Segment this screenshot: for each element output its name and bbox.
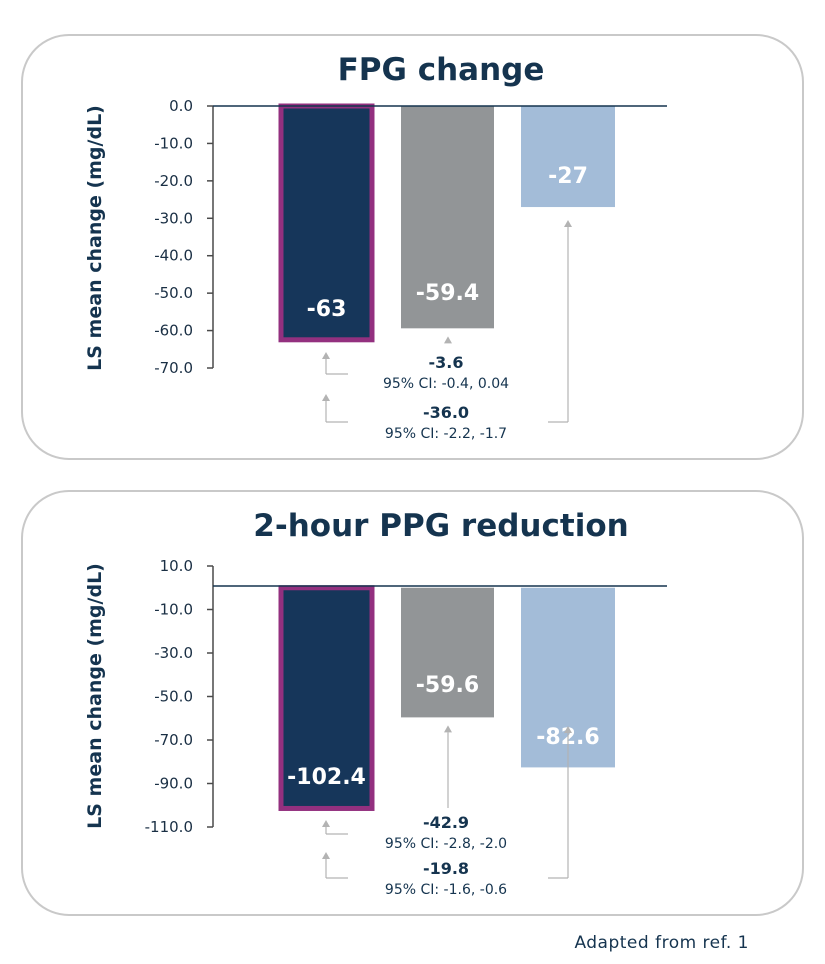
ppg-comparison-1-difference: -42.9 <box>423 813 469 832</box>
fpg-bar-treatment-a <box>278 103 375 343</box>
fpg-comparison-1-difference: -3.6 <box>429 353 464 372</box>
ppg-y-axis-label: LS mean change (mg/dL) <box>84 563 106 829</box>
ppg-comparison-1-ci: 95% CI: -2.8, -2.0 <box>385 836 507 852</box>
ppg-comparison-2-left-arrow <box>322 852 330 859</box>
ppg-y-tick-label: -90.0 <box>154 775 193 793</box>
fpg-bar-treatment-a-label: -63 <box>307 297 347 322</box>
fpg-y-axis-label: LS mean change (mg/dL) <box>84 105 106 371</box>
ppg-comparison-2-right-arrow <box>564 726 572 733</box>
fpg-y-tick-label: -60.0 <box>154 322 193 340</box>
ppg-comparison-2-ci: 95% CI: -1.6, -0.6 <box>385 882 507 898</box>
fpg-y-tick-label: 0.0 <box>169 97 193 115</box>
fpg-comparison-1-left-arrow <box>322 352 330 359</box>
ppg-chart-panel <box>21 490 804 916</box>
fpg-chart-title: FPG change <box>338 52 545 88</box>
fpg-comparison-2-difference: -36.0 <box>423 403 469 422</box>
fpg-bar-treatment-c <box>521 106 615 208</box>
ppg-comparison-1-left-arrow <box>322 820 330 827</box>
fpg-comparison-2-left-arrow <box>322 394 330 401</box>
fpg-comparison-2-right-arrow <box>564 220 572 227</box>
ppg-y-tick-label: -30.0 <box>154 644 193 662</box>
ppg-y-tick-label: -70.0 <box>154 731 193 749</box>
fpg-y-tick-label: -70.0 <box>154 359 193 377</box>
footnote: Adapted from ref. 1 <box>574 933 749 953</box>
fpg-y-tick-label: -10.0 <box>154 134 193 152</box>
fpg-bar-treatment-c-label: -27 <box>548 164 588 189</box>
ppg-y-tick-label: 10.0 <box>160 557 193 575</box>
fpg-comparison-2-ci: 95% CI: -2.2, -1.7 <box>385 426 507 442</box>
ppg-comparison-2-difference: -19.8 <box>423 859 469 878</box>
fpg-comparison-1-right-arrow <box>444 336 452 344</box>
fpg-y-tick-label: -20.0 <box>154 172 193 190</box>
ppg-y-tick-label: -50.0 <box>154 688 193 706</box>
ppg-bar-treatment-b-label: -59.6 <box>416 673 479 698</box>
ppg-y-tick-label: -10.0 <box>154 601 193 619</box>
ppg-y-tick-label: -110.0 <box>145 818 193 836</box>
fpg-bar-treatment-b-label: -59.4 <box>416 281 479 306</box>
ppg-bar-treatment-a-label: -102.4 <box>287 765 366 790</box>
fpg-comparison-1-ci: 95% CI: -0.4, 0.04 <box>383 376 509 392</box>
fpg-chart-panel <box>21 34 804 460</box>
fpg-y-tick-label: -40.0 <box>154 247 193 265</box>
ppg-chart-title: 2-hour PPG reduction <box>253 508 628 544</box>
ppg-bar-treatment-b <box>401 587 494 718</box>
ppg-comparison-1-right-arrow <box>444 725 452 733</box>
fpg-y-tick-label: -30.0 <box>154 209 193 227</box>
fpg-y-tick-label: -50.0 <box>154 284 193 302</box>
fpg-bar-treatment-b <box>401 106 494 329</box>
ppg-bar-treatment-a <box>278 585 375 811</box>
